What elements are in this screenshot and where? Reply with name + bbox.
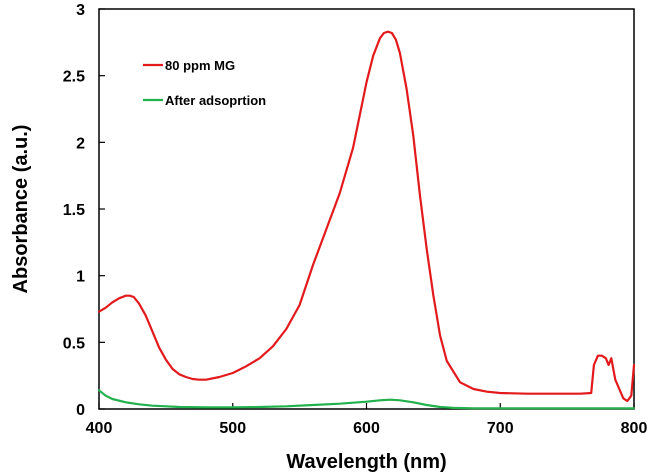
x-tick-label: 600 <box>353 420 380 437</box>
legend: 80 ppm MG After adsoprtion <box>143 58 266 108</box>
plot-area-frame <box>98 8 635 410</box>
legend-label: After adsoprtion <box>165 93 266 108</box>
y-tick-label: 2.5 <box>63 69 85 86</box>
y-tick-label: 1.5 <box>63 202 85 219</box>
x-tick-label: 400 <box>86 420 113 437</box>
series-line-1 <box>97 389 636 410</box>
x-tick-label: 700 <box>487 420 514 437</box>
x-tick-label: 800 <box>621 420 648 437</box>
series-lines <box>97 30 636 410</box>
y-tick-label: 0 <box>76 402 85 419</box>
x-tick-label: 500 <box>219 420 246 437</box>
y-tick-label: 3 <box>76 2 85 19</box>
series-line-0 <box>97 30 636 403</box>
y-tick-label: 0.5 <box>63 335 85 352</box>
x-axis-title: Wavelength (nm) <box>286 451 446 473</box>
y-axis-title: Absorbance (a.u.) <box>10 125 32 294</box>
legend-label: 80 ppm MG <box>165 58 235 73</box>
y-tick-label: 2 <box>76 135 85 152</box>
y-tick-label: 1 <box>76 269 85 286</box>
y-axis: 0 0.5 1 1.5 2 2.5 3 <box>63 2 105 419</box>
